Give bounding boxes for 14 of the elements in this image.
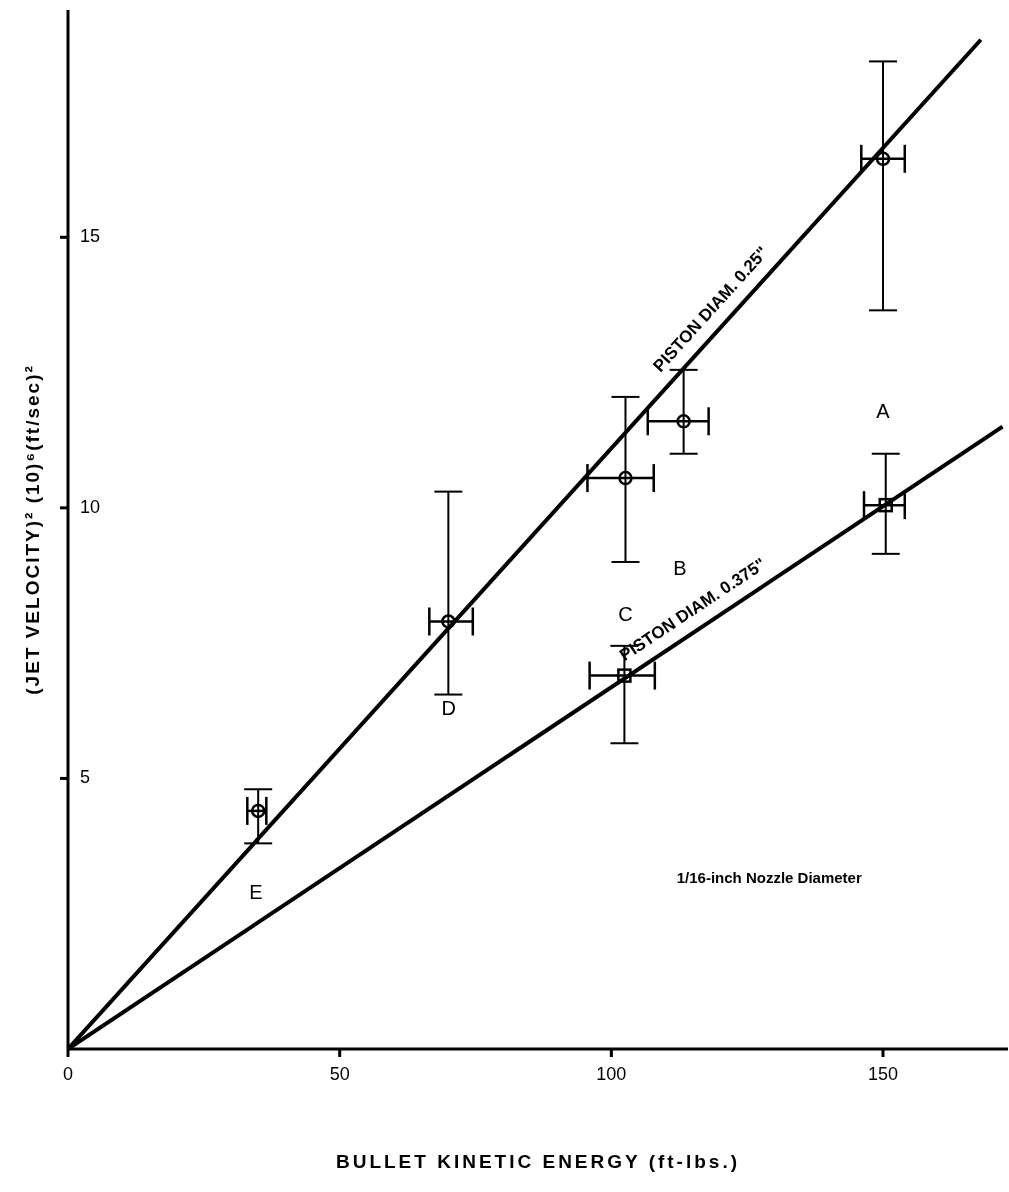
- x-tick-label: 0: [62, 1063, 74, 1084]
- annotation: E: [249, 881, 263, 904]
- x-tick-label: 150: [868, 1063, 899, 1084]
- annotation: D: [441, 696, 456, 719]
- y-tick-label: 15: [80, 226, 101, 247]
- y-tick-label: 5: [80, 767, 91, 788]
- x-tick-label: 50: [329, 1063, 350, 1084]
- x-tick-label: 100: [596, 1063, 627, 1084]
- y-tick-label: 10: [80, 496, 101, 517]
- y-axis-title: (JET VELOCITY)² (10)⁶(ft/sec)²: [22, 364, 44, 695]
- annotation: 1/16-inch Nozzle Diameter: [676, 868, 862, 886]
- annotation: A: [876, 400, 891, 423]
- x-axis-title: BULLET KINETIC ENERGY (ft-lbs.): [335, 1151, 741, 1172]
- annotation: B: [673, 557, 687, 580]
